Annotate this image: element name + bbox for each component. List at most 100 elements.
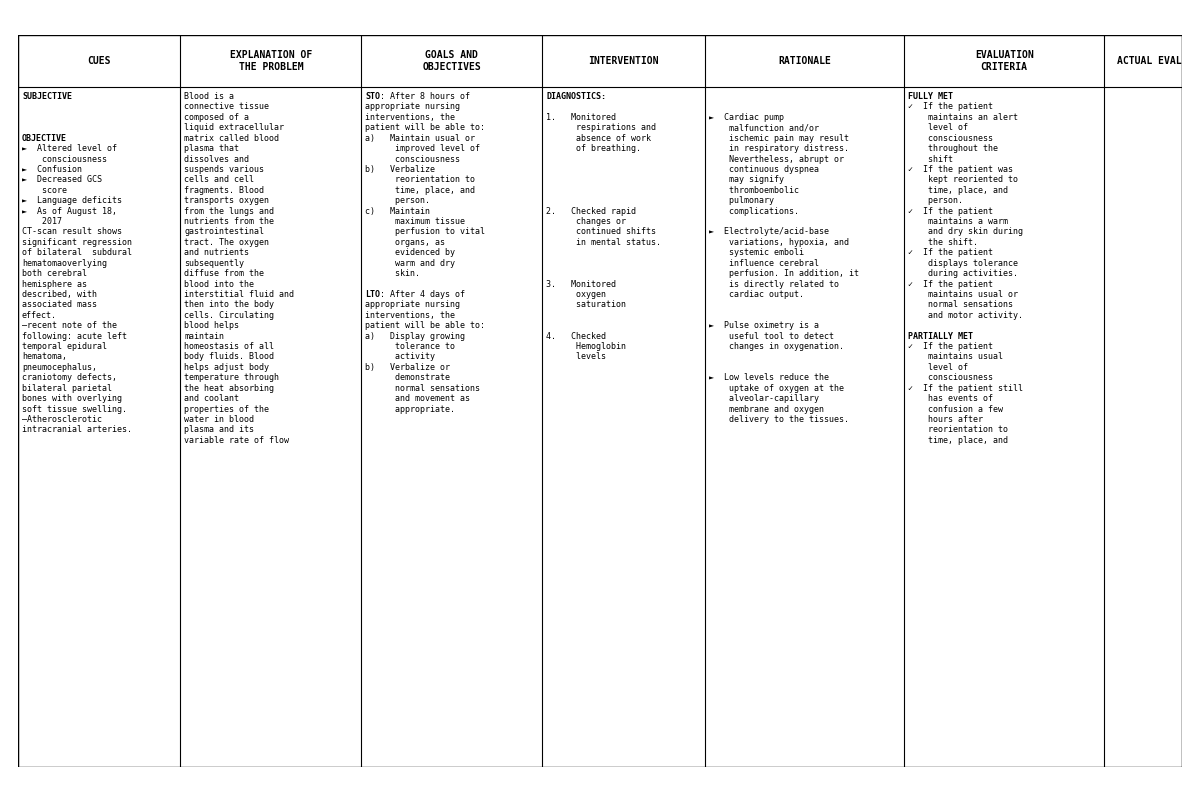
Text: ACTUAL EVALUATION: ACTUAL EVALUATION [1117, 56, 1200, 66]
Text: confusion a few: confusion a few [908, 404, 1003, 414]
Text: EXPLANATION OF
THE PROBLEM: EXPLANATION OF THE PROBLEM [229, 50, 312, 71]
Text: variable rate of flow: variable rate of flow [185, 436, 289, 445]
Text: person.: person. [365, 196, 431, 205]
Text: homeostasis of all: homeostasis of all [185, 342, 275, 351]
Text: gastrointestinal: gastrointestinal [185, 228, 264, 236]
Text: water in blood: water in blood [185, 415, 254, 424]
Text: variations, hypoxia, and: variations, hypoxia, and [709, 238, 848, 246]
Text: ✓  If the patient: ✓ If the patient [908, 206, 994, 216]
Text: a)   Maintain usual or: a) Maintain usual or [365, 133, 475, 143]
Text: plasma that: plasma that [185, 144, 239, 153]
Text: normal sensations: normal sensations [365, 384, 480, 392]
Text: ✓  If the patient: ✓ If the patient [908, 342, 994, 351]
Text: ►  Language deficits: ► Language deficits [22, 196, 122, 205]
Text: a)   Display growing: a) Display growing [365, 331, 466, 341]
Text: evidenced by: evidenced by [365, 248, 455, 257]
Text: reorientation to: reorientation to [365, 175, 475, 184]
Text: ►  Altered level of: ► Altered level of [22, 144, 118, 153]
Text: influence cerebral: influence cerebral [709, 259, 818, 268]
Text: effect.: effect. [22, 311, 58, 319]
Text: and nutrients: and nutrients [185, 248, 250, 257]
Text: appropriate nursing: appropriate nursing [365, 301, 461, 309]
Text: ✓  If the patient: ✓ If the patient [908, 102, 994, 111]
Text: of breathing.: of breathing. [546, 144, 641, 153]
Text: –recent note of the: –recent note of the [22, 321, 118, 330]
Text: activity: activity [365, 352, 436, 361]
Text: 4.   Checked: 4. Checked [546, 331, 606, 341]
Text: maximum tissue: maximum tissue [365, 217, 466, 226]
Text: cells and cell: cells and cell [185, 175, 254, 184]
Text: uptake of oxygen at the: uptake of oxygen at the [709, 384, 844, 392]
Text: demonstrate: demonstrate [365, 373, 450, 382]
Text: plasma and its: plasma and its [185, 425, 254, 434]
Text: from the lungs and: from the lungs and [185, 206, 275, 216]
Text: consciousness: consciousness [908, 373, 994, 382]
Text: ✓  If the patient: ✓ If the patient [908, 279, 994, 289]
Text: respirations and: respirations and [546, 123, 656, 132]
Text: cardiac output.: cardiac output. [709, 290, 804, 299]
Text: normal sensations: normal sensations [908, 301, 1013, 309]
Text: blood helps: blood helps [185, 321, 239, 330]
Text: interventions, the: interventions, the [365, 113, 455, 122]
Text: pneumocephalus,: pneumocephalus, [22, 363, 97, 372]
Text: Nevertheless, abrupt or: Nevertheless, abrupt or [709, 155, 844, 163]
Text: the shift.: the shift. [908, 238, 978, 246]
Text: ✓  If the patient was: ✓ If the patient was [908, 165, 1013, 174]
Text: hemisphere as: hemisphere as [22, 279, 88, 289]
Text: malfunction and/or: malfunction and/or [709, 123, 818, 132]
Text: liquid extracellular: liquid extracellular [185, 123, 284, 132]
Text: consciousness: consciousness [22, 155, 107, 163]
Text: oxygen: oxygen [546, 290, 606, 299]
Text: consciousness: consciousness [365, 155, 461, 163]
Text: in respiratory distress.: in respiratory distress. [709, 144, 848, 153]
Text: following: acute left: following: acute left [22, 331, 127, 341]
Text: perfusion to vital: perfusion to vital [365, 228, 485, 236]
Text: levels: levels [546, 352, 606, 361]
Text: and motor activity.: and motor activity. [908, 311, 1024, 319]
Text: RATIONALE: RATIONALE [778, 56, 832, 66]
Text: reorientation to: reorientation to [908, 425, 1008, 434]
Text: is directly related to: is directly related to [709, 279, 839, 289]
Text: CUES: CUES [88, 56, 110, 66]
Text: patient will be able to:: patient will be able to: [365, 123, 485, 132]
Text: Hemoglobin: Hemoglobin [546, 342, 626, 351]
Text: changes in oxygenation.: changes in oxygenation. [709, 342, 844, 351]
Text: INTERVENTION: INTERVENTION [588, 56, 659, 66]
Text: ►  Pulse oximetry is a: ► Pulse oximetry is a [709, 321, 818, 330]
Text: interventions, the: interventions, the [365, 311, 455, 319]
Text: has events of: has events of [908, 394, 994, 403]
Text: bones with overlying: bones with overlying [22, 394, 122, 403]
Text: and dry skin during: and dry skin during [908, 228, 1024, 236]
Text: both cerebral: both cerebral [22, 269, 88, 278]
Text: c)   Maintain: c) Maintain [365, 206, 431, 216]
Text: b)   Verbalize or: b) Verbalize or [365, 363, 450, 372]
Text: level of: level of [908, 363, 968, 372]
Text: pulmonary: pulmonary [709, 196, 774, 205]
Text: organs, as: organs, as [365, 238, 445, 246]
Text: FULLY MET: FULLY MET [908, 92, 953, 101]
Text: alveolar-capillary: alveolar-capillary [709, 394, 818, 403]
Text: ✓  If the patient still: ✓ If the patient still [908, 384, 1024, 392]
Text: then into the body: then into the body [185, 301, 275, 309]
Text: b)   Verbalize: b) Verbalize [365, 165, 436, 174]
Text: soft tissue swelling.: soft tissue swelling. [22, 404, 127, 414]
Text: hours after: hours after [908, 415, 983, 424]
Text: properties of the: properties of the [185, 404, 269, 414]
Text: EVALUATION
CRITERIA: EVALUATION CRITERIA [974, 50, 1033, 71]
Text: craniotomy defects,: craniotomy defects, [22, 373, 118, 382]
Text: PARTIALLY MET: PARTIALLY MET [908, 331, 973, 341]
Text: score: score [22, 186, 67, 195]
Text: the heat absorbing: the heat absorbing [185, 384, 275, 392]
Text: in mental status.: in mental status. [546, 238, 661, 246]
Text: 1.   Monitored: 1. Monitored [546, 113, 617, 122]
Text: composed of a: composed of a [185, 113, 250, 122]
Text: throughout the: throughout the [908, 144, 998, 153]
Text: ✓  If the patient: ✓ If the patient [908, 248, 994, 257]
Text: diffuse from the: diffuse from the [185, 269, 264, 278]
Text: STO: STO [365, 92, 380, 101]
Text: ►  As of August 18,: ► As of August 18, [22, 206, 118, 216]
Text: tract. The oxygen: tract. The oxygen [185, 238, 269, 246]
Text: time, place, and: time, place, and [908, 186, 1008, 195]
Text: associated mass: associated mass [22, 301, 97, 309]
Text: 2.   Checked rapid: 2. Checked rapid [546, 206, 636, 216]
